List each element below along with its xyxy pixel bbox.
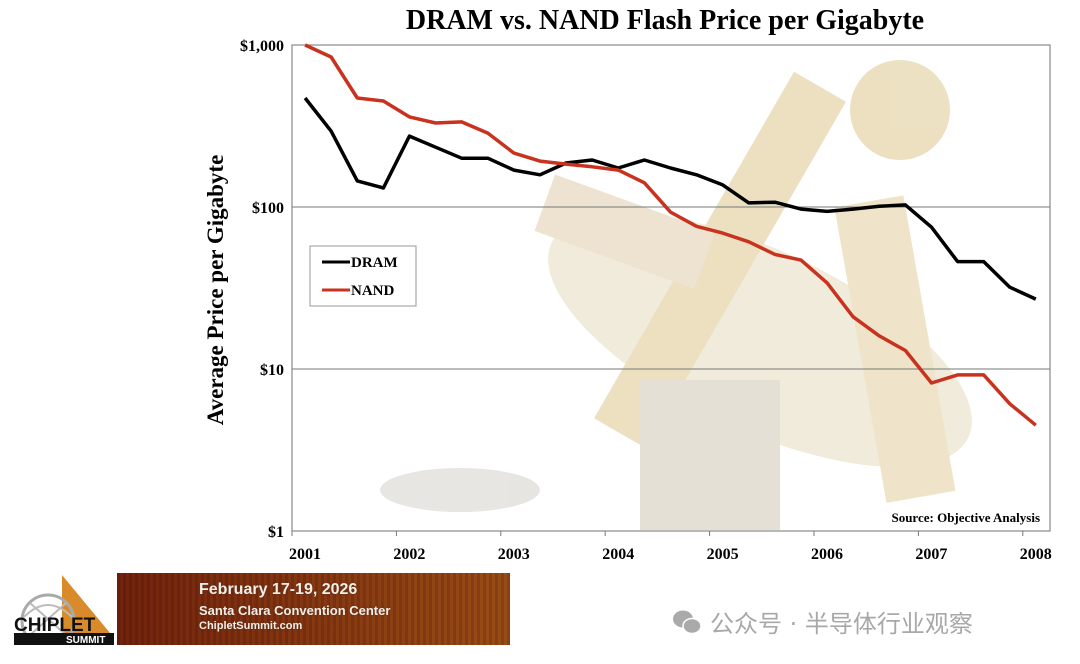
legend: DRAM NAND [309, 245, 417, 307]
source-annotation: Source: Objective Analysis [891, 510, 1040, 525]
x-tick-label: 2008 [1020, 546, 1052, 563]
x-tick-label: 2003 [498, 546, 530, 563]
banner-date: February 17-19, 2026 [199, 581, 358, 598]
chart-title: DRAM vs. NAND Flash Price per Gigabyte [406, 5, 924, 36]
wechat-icon [673, 610, 702, 634]
x-tick-label: 2006 [811, 546, 843, 563]
y-tick-label: $100 [252, 200, 284, 217]
banner-venue: Santa Clara Convention Center [199, 603, 391, 618]
event-banner[interactable]: February 17-19, 2026 Santa Clara Convent… [117, 573, 510, 645]
y-axis-label: Average Price per Gigabyte [203, 155, 228, 426]
banner-site: ChipletSummit.com [199, 620, 303, 632]
y-tick-label: $1 [268, 524, 284, 541]
plot-frame [291, 44, 1051, 532]
legend-label-nand: NAND [351, 283, 394, 299]
watermark-text: 公众号 · 半导体行业观察 [710, 610, 973, 638]
y-tick-label: $10 [260, 362, 284, 379]
svg-text:CHIPLET: CHIPLET [14, 615, 96, 636]
background-microscope-image [380, 60, 972, 530]
x-tick-label: 2001 [289, 546, 321, 563]
svg-text:SUMMIT: SUMMIT [66, 635, 105, 645]
x-tick-label: 2007 [915, 546, 947, 563]
chiplet-summit-logo: CHIPLET SUMMIT [10, 573, 118, 649]
legend-label-dram: DRAM [351, 255, 398, 271]
y-tick-label: $1,000 [240, 38, 284, 55]
x-tick-label: 2005 [707, 546, 739, 563]
x-tick-label: 2004 [602, 546, 634, 563]
watermark: 公众号 · 半导体行业观察 [672, 604, 973, 639]
x-tick-label: 2002 [393, 546, 425, 563]
